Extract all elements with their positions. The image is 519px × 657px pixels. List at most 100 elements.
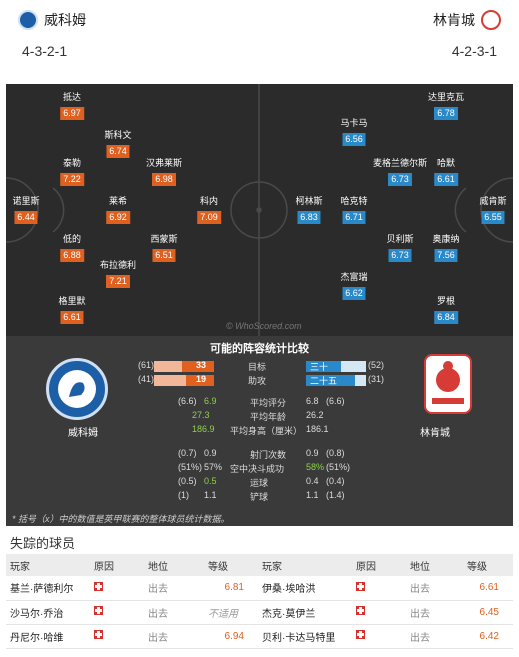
player-link[interactable]: 杰克·莫伊兰: [258, 600, 352, 625]
player-rating: 7.09: [197, 211, 221, 224]
away-assists-value: 二十五: [310, 376, 338, 386]
stat-label: 平均身高（厘米）: [230, 426, 303, 436]
player-rating: 6.88: [60, 249, 84, 262]
home-stat-value: 0.5: [204, 476, 217, 486]
reason-cell: [90, 624, 144, 649]
rating-cell: 6.61: [463, 576, 513, 601]
away-league-assists: (31): [368, 374, 385, 384]
away-stat-value: 186.1: [306, 424, 329, 434]
away-league-stat: (1.4): [326, 490, 345, 500]
player-name: 哈默: [436, 158, 455, 168]
stat-row: (51%) 57% 空中决斗成功 58% (51%): [6, 462, 513, 475]
home-player[interactable]: 西蒙斯 6.51: [150, 234, 178, 263]
away-player[interactable]: 麦格兰德尔斯 6.73: [373, 158, 427, 187]
reason-cell: [352, 576, 406, 601]
home-player[interactable]: 泰勒 7.22: [60, 158, 84, 187]
player-rating: 6.61: [60, 311, 84, 324]
away-player[interactable]: 马卡马 6.56: [340, 118, 368, 147]
home-league-assists: (41): [138, 374, 155, 384]
rating-cell: 6.42: [463, 624, 513, 649]
stat-row: (0.5) 0.5 运球 0.4 (0.4): [6, 476, 513, 489]
home-player[interactable]: 科内 7.09: [197, 196, 221, 225]
player-name: 泰勒: [62, 158, 81, 168]
home-player[interactable]: 汉弗莱斯 6.98: [146, 158, 182, 187]
away-player[interactable]: 达里克瓦 6.78: [428, 92, 464, 121]
stat-label: 空中决斗成功: [230, 464, 285, 474]
home-goals-value: 33: [196, 360, 207, 370]
player-name: 罗根: [436, 296, 455, 306]
col-player: 玩家: [6, 554, 90, 576]
away-player[interactable]: 哈默 6.61: [434, 158, 458, 187]
away-stat-value: 58%: [306, 462, 325, 472]
away-stat-value: 0.4: [306, 476, 319, 486]
player-link[interactable]: 丹尼尔·哈维: [6, 624, 90, 649]
away-formation: 4-2-3-1: [451, 43, 497, 59]
player-rating: 6.62: [342, 287, 366, 300]
player-name: 哈克特: [340, 196, 368, 206]
rating-cell: 不适用: [204, 600, 258, 625]
player-name: 麦格兰德尔斯: [372, 158, 428, 168]
stat-row: (1) 1.1 铲球 1.1 (1.4): [6, 490, 513, 503]
player-link[interactable]: 伊桑·埃哈洪: [258, 576, 352, 601]
home-player[interactable]: 抵达 6.97: [60, 92, 84, 121]
player-link[interactable]: 沙马尔·乔治: [6, 600, 90, 625]
home-team[interactable]: 威科姆: [18, 10, 86, 30]
away-team[interactable]: 林肯城: [433, 10, 501, 30]
home-team-name[interactable]: 威科姆: [44, 12, 86, 28]
pitch-lineup: 抵达 6.97 斯科文 6.74 泰勒 7.22 汉弗莱斯 6.98 诺里斯 6.44 莱…: [6, 84, 513, 336]
stat-row: 186.9 平均身高（厘米） 186.1: [6, 424, 513, 437]
comparison-away-name: 林肯城: [420, 428, 450, 439]
player-rating: 6.73: [388, 173, 412, 186]
away-assists-bar: [306, 375, 355, 386]
home-player[interactable]: 布拉德利 7.21: [100, 260, 136, 289]
status-cell: 出去: [406, 624, 463, 649]
player-name: 马卡马: [340, 118, 368, 128]
rating-cell: 6.81: [204, 576, 258, 601]
player-rating: 6.55: [481, 211, 505, 224]
home-assists-bar-track: [154, 375, 214, 386]
home-assists-value: 19: [196, 374, 207, 384]
away-team-name[interactable]: 林肯城: [433, 12, 475, 28]
col-status: 地位: [406, 554, 463, 576]
player-link[interactable]: 基兰·萨德利尔: [6, 576, 90, 601]
home-stat-value: 186.9: [192, 424, 215, 434]
home-player[interactable]: 低的 6.88: [60, 234, 84, 263]
player-name: 达里克瓦: [427, 92, 465, 102]
stat-label: 运球: [250, 478, 269, 488]
player-rating: 6.92: [106, 211, 130, 224]
home-stat-value: 27.3: [192, 410, 210, 420]
status-cell: 出去: [144, 624, 204, 649]
player-name: 低的: [62, 234, 81, 244]
player-name: 西蒙斯: [150, 234, 178, 244]
away-league-stat: (0.4): [326, 476, 345, 486]
comparison-title: 可能的阵容统计比较: [210, 343, 309, 355]
player-rating: 6.84: [434, 311, 458, 324]
col-reason: 原因: [352, 554, 406, 576]
away-player[interactable]: 威肯斯 6.55: [479, 196, 507, 225]
home-player[interactable]: 诺里斯 6.44: [12, 196, 40, 225]
away-player[interactable]: 柯林斯 6.83: [295, 196, 323, 225]
reason-cell: [90, 600, 144, 625]
injury-icon: [94, 630, 103, 639]
away-player[interactable]: 杰富瑞 6.62: [340, 272, 368, 301]
home-stat-value: 1.1: [204, 490, 217, 500]
away-player[interactable]: 哈克特 6.71: [340, 196, 368, 225]
home-player[interactable]: 斯科文 6.74: [104, 130, 132, 159]
col-rating: 等级: [463, 554, 513, 576]
reason-cell: [352, 600, 406, 625]
home-player[interactable]: 莱希 6.92: [106, 196, 130, 225]
away-player[interactable]: 贝利斯 6.73: [386, 234, 414, 263]
player-rating: 6.98: [152, 173, 176, 186]
player-name: 斯科文: [104, 130, 132, 140]
player-link[interactable]: 贝利·卡达马特里: [258, 624, 352, 649]
home-league-stat: (1): [178, 490, 189, 500]
away-player[interactable]: 罗根 6.84: [434, 296, 458, 325]
stat-label: 铲球: [250, 492, 269, 502]
stat-row: (0.7) 0.9 射门次数 0.9 (0.8): [6, 448, 513, 461]
match-header: 威科姆 4-3-2-1 林肯城 4-2-3-1: [0, 0, 519, 76]
player-rating: 6.74: [106, 145, 130, 158]
away-player[interactable]: 奥康纳 7.56: [432, 234, 460, 263]
status-cell: 出去: [406, 600, 463, 625]
home-player[interactable]: 格里默 6.61: [58, 296, 86, 325]
status-cell: 出去: [144, 600, 204, 625]
